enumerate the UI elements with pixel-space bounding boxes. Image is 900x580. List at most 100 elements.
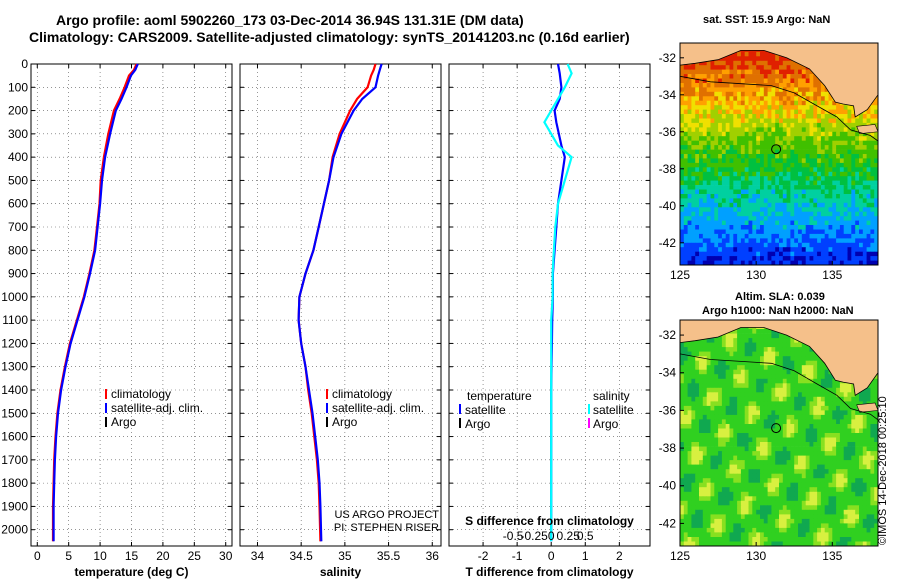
map-cell	[828, 405, 833, 411]
map-cell	[748, 176, 753, 181]
map-cell	[683, 482, 688, 488]
map-cell	[721, 162, 727, 168]
map-cell	[843, 251, 848, 257]
map-cell	[874, 202, 879, 208]
map-cell	[691, 114, 696, 119]
x-tick-label: 0	[548, 549, 555, 563]
map-cell	[729, 428, 734, 434]
map-cell	[813, 387, 818, 393]
map-cell	[680, 189, 685, 195]
map-cell	[786, 383, 791, 389]
map-cell	[752, 233, 757, 239]
map-cell	[855, 437, 860, 443]
map-cell	[843, 109, 848, 115]
map-cell	[710, 65, 715, 70]
map-cell	[744, 378, 749, 384]
map-cell	[752, 167, 757, 173]
map-cell	[809, 83, 814, 88]
map-cell	[775, 118, 780, 124]
map-cell	[683, 189, 688, 195]
map-cell	[744, 78, 749, 84]
map-cell	[828, 238, 833, 244]
map-cell	[695, 202, 700, 208]
map-cell	[733, 149, 738, 155]
map-cell	[782, 260, 787, 266]
map-cell	[809, 78, 814, 84]
map-cell	[775, 491, 780, 497]
map-cell	[710, 247, 715, 252]
map-cell	[866, 478, 871, 484]
map-cell	[683, 469, 688, 475]
map-cell	[817, 473, 822, 479]
map-cell	[683, 260, 688, 266]
map-cell	[855, 487, 860, 493]
map-cell	[718, 482, 723, 488]
map-cell	[813, 369, 818, 375]
map-cell	[832, 410, 837, 416]
map-cell	[744, 225, 749, 230]
map-cell	[706, 374, 711, 380]
map-cell	[695, 478, 700, 484]
map-cell	[680, 158, 685, 164]
map-cell	[748, 460, 753, 465]
map-cell	[767, 387, 772, 393]
map-cell	[836, 482, 841, 488]
map-cell	[710, 369, 715, 375]
map-cell	[832, 122, 837, 128]
map-cell	[737, 140, 742, 146]
map-cell	[870, 419, 875, 425]
map-cell	[729, 233, 734, 239]
map-cell	[767, 251, 772, 257]
map-cell	[683, 356, 688, 362]
map-cell	[737, 414, 742, 420]
map-cell	[763, 220, 768, 226]
map-cell	[760, 233, 765, 239]
map-cell	[843, 428, 848, 434]
map-cell	[706, 87, 711, 93]
map-cell	[691, 78, 696, 84]
map-cell	[794, 198, 799, 204]
map-cell	[847, 396, 852, 402]
map-cell	[680, 233, 685, 239]
map-cell	[680, 247, 685, 252]
map-cell	[752, 251, 757, 257]
map-cell	[733, 118, 738, 124]
map-cell	[756, 118, 761, 124]
map-cell	[771, 428, 776, 434]
map-cell	[714, 351, 719, 357]
map-cell	[771, 154, 776, 159]
map-cell	[874, 419, 879, 425]
map-cell	[828, 491, 833, 497]
map-y-tick-label: -42	[659, 236, 677, 250]
map-cell	[706, 401, 711, 407]
map-cell	[702, 136, 707, 141]
map-cell	[859, 392, 864, 398]
map-cell	[824, 455, 829, 461]
map-cell	[790, 216, 795, 221]
map-cell	[699, 238, 704, 244]
map-cell	[733, 455, 738, 461]
map-cell	[790, 464, 795, 470]
map-cell	[820, 424, 826, 429]
map-cell	[737, 136, 742, 141]
map-cell	[786, 247, 791, 252]
map-cell	[775, 127, 780, 133]
map-cell	[695, 419, 700, 425]
map-cell	[824, 419, 829, 425]
map-cell	[862, 158, 867, 164]
map-cell	[729, 442, 734, 447]
map-cell	[721, 167, 727, 173]
map-cell	[725, 189, 730, 195]
map-cell	[775, 414, 780, 420]
map-cell	[760, 387, 765, 393]
map-cell	[752, 158, 757, 164]
map-cell	[695, 78, 700, 84]
map-cell	[798, 482, 803, 488]
map-cell	[828, 414, 833, 420]
map-cell	[721, 87, 727, 93]
map-cell	[729, 256, 734, 261]
map-cell	[809, 487, 814, 493]
map-cell	[771, 189, 776, 195]
map-cell	[847, 455, 852, 461]
map-cell	[706, 347, 711, 352]
